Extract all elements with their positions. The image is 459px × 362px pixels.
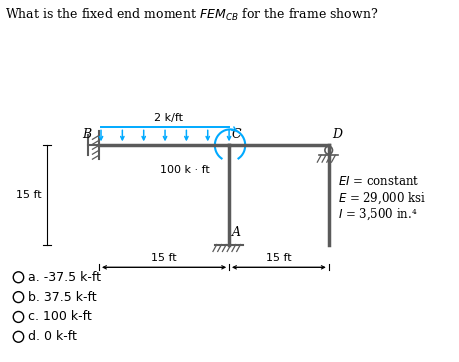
Text: What is the fixed end moment $\mathit{FEM}_{CB}$ for the frame shown?: What is the fixed end moment $\mathit{FE… [5, 7, 379, 24]
Text: A: A [232, 226, 241, 239]
Text: 15 ft: 15 ft [266, 253, 292, 264]
Text: b. 37.5 k-ft: b. 37.5 k-ft [28, 291, 96, 304]
Text: $EI$ = constant: $EI$ = constant [338, 175, 420, 188]
Text: 100 k · ft: 100 k · ft [160, 165, 210, 175]
Text: d. 0 k-ft: d. 0 k-ft [28, 330, 77, 343]
Text: B: B [83, 128, 91, 141]
Text: c. 100 k-ft: c. 100 k-ft [28, 311, 92, 324]
Text: D: D [332, 128, 342, 141]
Text: a. -37.5 k-ft: a. -37.5 k-ft [28, 271, 101, 284]
Text: 15 ft: 15 ft [151, 253, 177, 264]
Text: $I$ = 3,500 in.⁴: $I$ = 3,500 in.⁴ [338, 207, 418, 222]
Text: 2 k/ft: 2 k/ft [154, 113, 183, 123]
Text: 15 ft: 15 ft [16, 190, 41, 200]
Text: C: C [232, 128, 241, 141]
Text: $E$ = 29,000 ksi: $E$ = 29,000 ksi [338, 191, 426, 206]
